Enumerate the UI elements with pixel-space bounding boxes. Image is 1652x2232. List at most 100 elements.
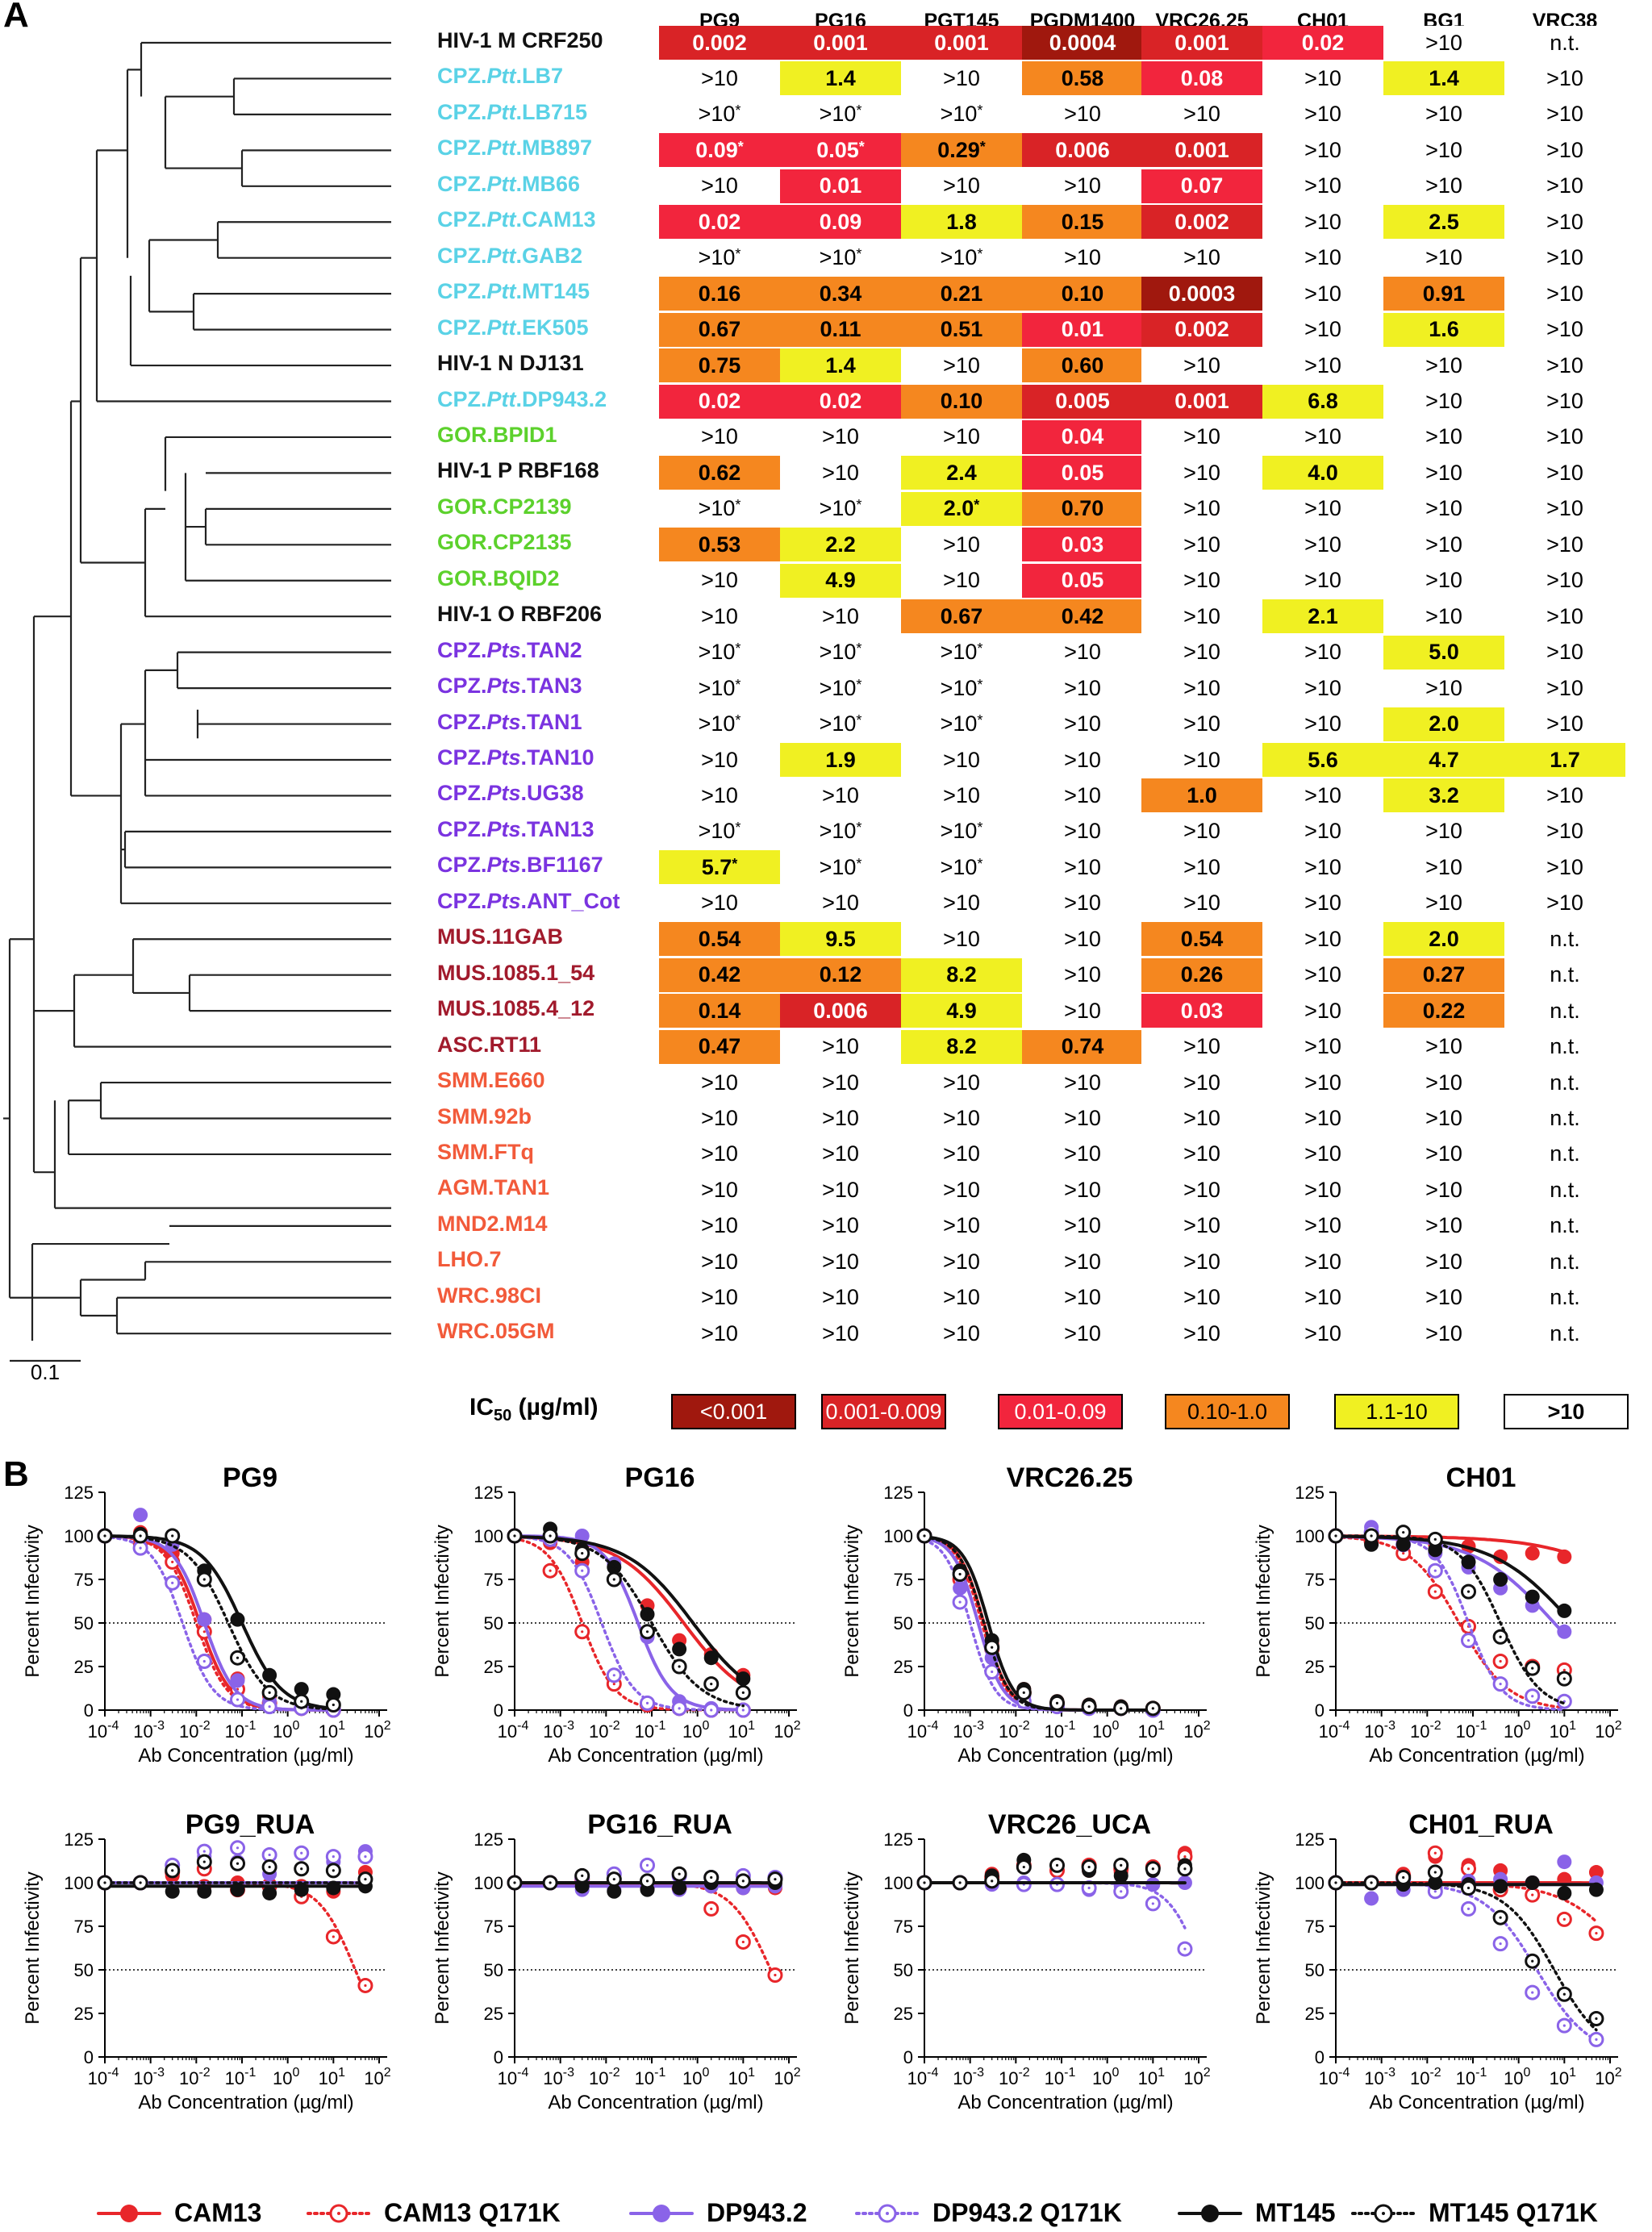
data-point: [607, 1884, 622, 1899]
ic50-cell: >10: [780, 1245, 901, 1279]
data-point: [1557, 1885, 1572, 1900]
panel-a-label: A: [3, 0, 29, 35]
y-axis-label: Percent Infectivity: [841, 1871, 863, 2024]
legend-swatch: 1.1-10: [1334, 1394, 1459, 1429]
ic50-cell: >10 *: [780, 635, 901, 670]
ic50-cell: >10: [1141, 456, 1262, 490]
data-point: [1364, 1891, 1379, 1906]
ic50-cell: 0.02: [780, 384, 901, 419]
data-point-center: [549, 1881, 552, 1884]
data-point-center: [1151, 1867, 1154, 1871]
y-tick-label: 125: [473, 1483, 503, 1503]
chart-title: CH01_RUA: [1408, 1809, 1554, 1840]
data-point-center: [549, 1569, 552, 1572]
data-point-center: [236, 1698, 240, 1701]
ic50-cell: >10: [1141, 599, 1262, 634]
ic50-cell: >10: [901, 1066, 1022, 1100]
ic50-cell: >10: [659, 778, 780, 813]
ic50-cell: >10: [901, 1280, 1022, 1315]
data-point: [197, 1884, 212, 1899]
ic50-cell: >10: [1141, 1280, 1262, 1315]
ic50-cell: >10: [901, 528, 1022, 562]
data-point: [1557, 1854, 1572, 1870]
data-point-center: [236, 1862, 240, 1865]
ic50-cell: n.t.: [1504, 1137, 1625, 1171]
x-axis-label: Ab Concentration (µg/ml): [138, 1745, 353, 1767]
data-point-center: [1499, 1659, 1502, 1663]
ic50-cell: 0.15: [1022, 205, 1143, 240]
data-point-center: [1183, 1855, 1187, 1859]
ic50-cell: 0.91: [1383, 277, 1504, 311]
x-tick-label: 10-1: [635, 1719, 666, 1742]
ic50-cell: >10: [1383, 1208, 1504, 1243]
ic50-cell: >10: [1141, 491, 1262, 526]
ic50-cell: >10 *: [780, 707, 901, 741]
x-tick-label: 101: [1138, 1719, 1165, 1742]
data-point-center: [581, 1874, 584, 1877]
ic50-cell: 0.27: [1383, 957, 1504, 992]
ic50-cell: 1.4: [780, 61, 901, 96]
data-point-center: [513, 1881, 516, 1884]
ic50-cell: n.t.: [1504, 1101, 1625, 1136]
data-point: [1145, 1877, 1161, 1892]
ic50-cell: 0.12: [780, 957, 901, 992]
ic50-cell: >10: [1504, 277, 1625, 311]
ic50-cell: >10: [1383, 133, 1504, 168]
x-axis-label: Ab Concentration (µg/ml): [1369, 1745, 1584, 1767]
ic50-cell: >10: [1141, 419, 1262, 454]
x-tick-label: 10-4: [1319, 1719, 1350, 1742]
data-point-center: [991, 1670, 994, 1674]
ic50-cell: 0.02: [1262, 26, 1383, 60]
ic50-cell: 0.005: [1022, 384, 1143, 419]
data-point-center: [1370, 1534, 1373, 1537]
taxon-label: CPZ.Pts.ANT_Cot: [437, 888, 620, 913]
ic50-cell: >10: [780, 1280, 901, 1315]
data-point-center: [1087, 1886, 1091, 1890]
data-point-center: [958, 1572, 962, 1576]
y-tick-label: 75: [1305, 1917, 1325, 1937]
data-point-center: [991, 1646, 994, 1649]
ic50-cell: n.t.: [1504, 26, 1625, 60]
data-point-center: [581, 1569, 584, 1572]
taxon-label: ASC.RT11: [437, 1032, 542, 1057]
series-legend-label: CAM13 Q171K: [384, 2198, 561, 2227]
x-tick-label: 101: [319, 1719, 345, 1742]
ic50-cell: >10: [901, 1137, 1022, 1171]
ic50-cell: >10: [1262, 957, 1383, 992]
ic50-cell: >10: [1383, 814, 1504, 849]
legend-marker-icon: [1351, 2204, 1416, 2222]
taxon-label: CPZ.Ptt.MB897: [437, 136, 593, 161]
chart-ch01-rua: CH01_RUA 0 25 50 75 100 125 Percent Infectivity…: [1253, 1809, 1622, 2113]
taxon-label: CPZ.Ptt.LB7: [437, 64, 564, 89]
y-tick-label: 125: [883, 1483, 913, 1503]
data-point-center: [678, 1872, 681, 1875]
ic50-cell: >10: [1262, 419, 1383, 454]
data-point-center: [581, 1630, 584, 1633]
ic50-cell: 5.6: [1262, 743, 1383, 777]
ic50-cell: >10: [1022, 1208, 1143, 1243]
ic50-cell: 0.05: [1022, 563, 1143, 598]
ic50-cell: >10: [1504, 169, 1625, 203]
data-point: [1395, 1537, 1411, 1552]
ic50-cell: >10: [1022, 778, 1143, 813]
data-point: [197, 1612, 212, 1627]
data-point-center: [1120, 1890, 1123, 1893]
data-point-center: [710, 1708, 713, 1712]
ic50-cell: 2.1: [1262, 599, 1383, 634]
series-legend-label: DP943.2 Q171K: [932, 2198, 1122, 2227]
ic50-cell: >10: [1262, 850, 1383, 885]
ic50-cell: 9.5: [780, 922, 901, 957]
chart-title: PG16: [625, 1462, 695, 1493]
taxon-label: CPZ.Pts.TAN13: [437, 816, 594, 841]
ic50-cell: 0.14: [659, 994, 780, 1028]
fit-curve: [1334, 1534, 1566, 1705]
data-point-center: [1531, 1991, 1534, 1994]
y-tick-label: 50: [74, 1613, 94, 1633]
data-point-center: [236, 1846, 240, 1850]
ic50-cell: >10: [659, 599, 780, 634]
ic50-cell: 0.34: [780, 277, 901, 311]
ic50-cell: >10 *: [901, 707, 1022, 741]
taxon-label: CPZ.Pts.TAN3: [437, 674, 582, 699]
data-point-center: [1466, 1867, 1471, 1871]
